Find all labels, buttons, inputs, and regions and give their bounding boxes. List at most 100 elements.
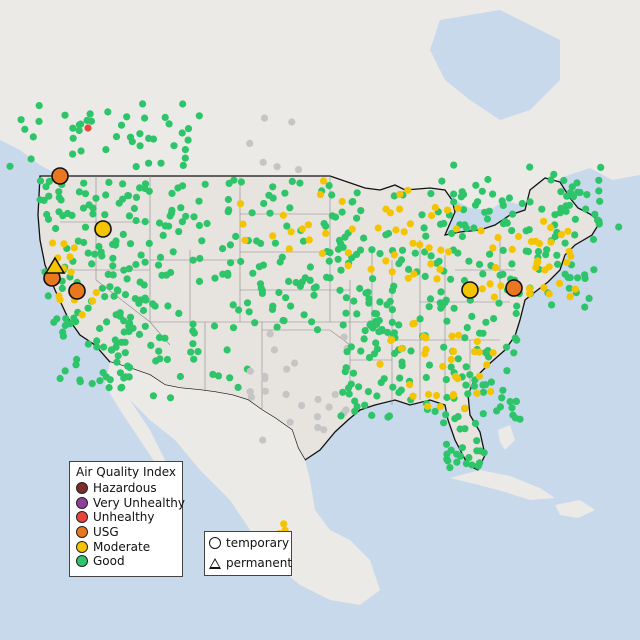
monitor-site (271, 239, 279, 247)
monitor-site (86, 110, 94, 118)
monitor-site (421, 248, 429, 256)
monitor-site (511, 334, 519, 342)
monitor-site (557, 204, 565, 212)
monitor-site (84, 124, 92, 132)
monitor-site (288, 118, 296, 126)
monitor-site (483, 215, 492, 223)
monitor-site (432, 391, 441, 400)
monitor-site (369, 324, 377, 332)
monitor-site (141, 258, 149, 266)
monitor-site (388, 268, 396, 276)
monitor-site (347, 343, 355, 351)
monitor-site (131, 295, 139, 303)
monitor-site (447, 275, 455, 283)
monitor-site (279, 316, 287, 325)
monitor-site (109, 254, 117, 262)
monitor-site (357, 207, 365, 215)
monitor-site (104, 108, 112, 116)
monitor-site (77, 147, 85, 155)
monitor-site (454, 355, 462, 363)
monitor-site (462, 381, 470, 389)
monitor-site (114, 352, 122, 360)
monitor-site (178, 129, 186, 137)
monitor-site (465, 257, 473, 265)
monitor-site (508, 260, 516, 268)
monitor-site (55, 188, 63, 196)
monitor-site (325, 257, 333, 265)
monitor-site (443, 206, 451, 214)
monitor-site (485, 207, 493, 215)
temporary-monitor (461, 281, 479, 299)
monitor-site (416, 241, 424, 249)
monitor-site (69, 134, 77, 142)
monitor-site (291, 359, 299, 367)
monitor-site (140, 281, 148, 289)
monitor-site (404, 186, 412, 194)
monitor-site (486, 280, 494, 288)
monitor-site (50, 318, 58, 326)
monitor-site (443, 455, 451, 463)
monitor-site (493, 407, 501, 415)
legend-label: Good (93, 554, 125, 569)
monitor-site (564, 227, 572, 235)
monitor-site (269, 232, 277, 240)
monitor-site (443, 317, 451, 325)
monitor-site (223, 346, 231, 354)
monitor-site (431, 203, 439, 212)
monitor-site (27, 155, 35, 163)
monitor-site (458, 444, 466, 452)
monitor-site (550, 170, 558, 178)
monitor-site (58, 284, 66, 292)
monitor-site (126, 240, 135, 248)
temporary-monitor (68, 282, 86, 300)
temporary-monitor (51, 167, 69, 185)
monitor-site (431, 407, 439, 415)
monitor-site (390, 282, 398, 290)
bahamas (498, 425, 515, 450)
monitor-site (259, 158, 267, 166)
monitor-site (571, 215, 580, 223)
monitor-site (161, 113, 169, 121)
monitor-site (503, 367, 511, 375)
monitor-site (55, 208, 63, 216)
large-monitor-sites (43, 167, 523, 300)
monitor-site (425, 244, 433, 252)
monitor-site (326, 274, 334, 282)
monitor-site (484, 175, 492, 184)
monitor-site (571, 231, 579, 239)
monitor-site (149, 392, 157, 400)
monitor-site (406, 220, 414, 228)
monitor-site (190, 329, 198, 337)
monitor-site (427, 252, 435, 260)
monitor-site (433, 275, 441, 283)
monitor-site (468, 312, 476, 320)
monitor-site (105, 384, 113, 392)
monitor-site (282, 390, 290, 398)
monitor-site (377, 379, 385, 387)
monitor-site (313, 413, 322, 421)
monitor-site (157, 159, 165, 167)
monitor-site (398, 362, 406, 370)
monitor-site (376, 360, 384, 368)
monitor-site (189, 340, 197, 348)
legend-item-usg: USG (70, 525, 182, 540)
monitor-site (364, 388, 372, 396)
monitor-site (126, 319, 134, 327)
monitor-site (566, 293, 574, 301)
monitor-site (278, 253, 286, 261)
monitor-site (476, 459, 484, 467)
monitor-site (345, 390, 353, 398)
monitor-site (382, 257, 390, 265)
monitor-site (279, 211, 287, 219)
monitor-site (67, 268, 75, 276)
monitor-site (427, 260, 435, 268)
monitor-site (540, 217, 548, 225)
monitor-site (582, 205, 590, 213)
monitor-site (373, 345, 381, 353)
monitor-site (341, 233, 349, 241)
monitor-site (450, 304, 458, 312)
monitor-site (198, 237, 206, 245)
monitor-site (141, 114, 149, 122)
monitor-site (375, 328, 383, 336)
